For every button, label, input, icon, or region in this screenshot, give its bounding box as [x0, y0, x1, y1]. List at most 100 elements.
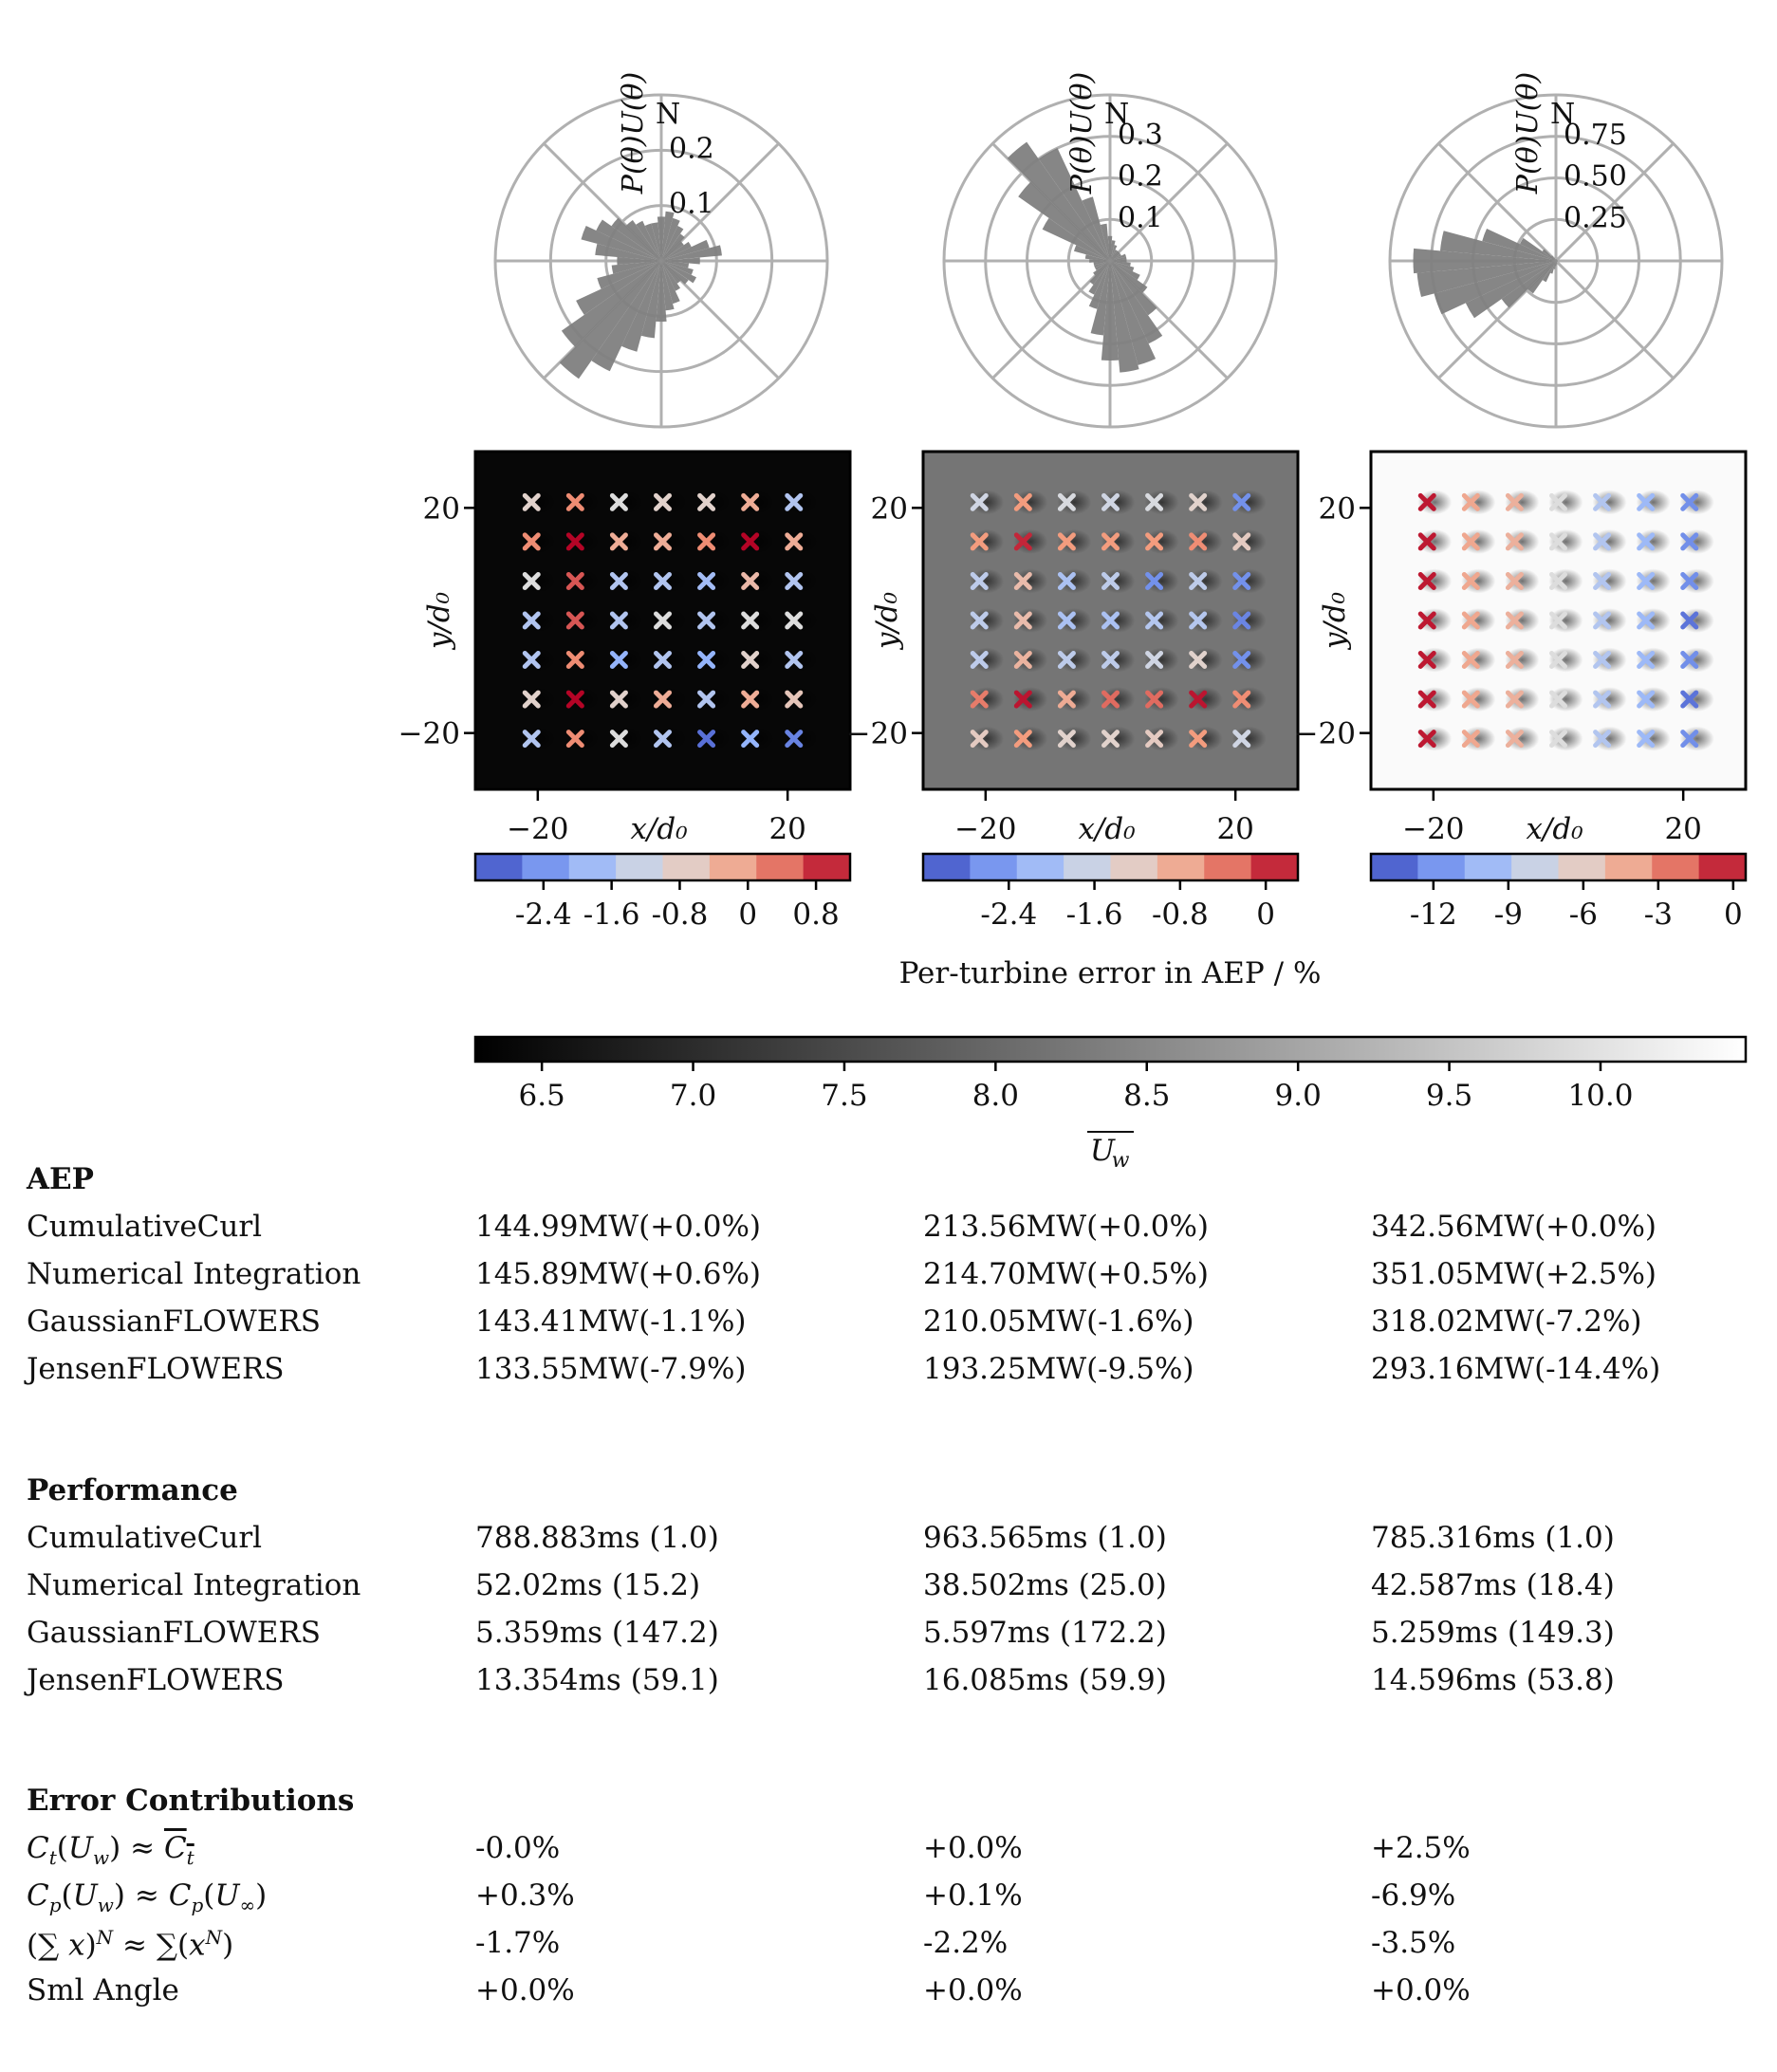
turbine-marker-stroke — [1461, 532, 1480, 551]
colorbar-tick-label: 0 — [1724, 897, 1743, 932]
x-axis-label: x/d₀ — [1078, 812, 1136, 846]
y-tick-label: 20 — [1319, 491, 1356, 526]
turbine-marker — [1637, 730, 1656, 749]
wind-rose-bar — [1073, 245, 1110, 261]
turbine-marker — [1637, 532, 1656, 551]
turbine-marker-stroke — [1101, 492, 1120, 511]
turbine-marker-stroke — [1189, 690, 1208, 709]
wake-shadow — [1101, 528, 1136, 554]
turbine-marker — [609, 532, 628, 551]
turbine-marker — [1145, 571, 1164, 590]
turbine-marker — [1101, 611, 1120, 630]
flow-map-layer: −20 20 20 −20 x/d₀ y/d₀ -2.4 -1.6 -0.8 0 0.8 −20 20 2… — [398, 450, 1748, 932]
turbine-marker — [1013, 651, 1032, 670]
turbine-marker — [1232, 690, 1251, 709]
polar-radial-label: P(θ)U(θ) — [1065, 72, 1099, 194]
wake-shadow — [970, 608, 1005, 633]
colorbar-tick-label: 0 — [1256, 897, 1275, 932]
map-frame — [473, 450, 852, 791]
turbine-marker — [1505, 571, 1524, 590]
wind-rose-bar — [1110, 261, 1131, 267]
turbine-marker-stroke — [565, 651, 584, 670]
turbine-marker-stroke — [1461, 730, 1480, 749]
turbine-marker-stroke — [741, 492, 760, 511]
turbine-marker-stroke — [1417, 690, 1436, 709]
wake-shadow — [1057, 490, 1092, 515]
turbine-marker — [565, 492, 584, 511]
turbine-marker — [1101, 532, 1120, 551]
wake-shadow — [1592, 528, 1627, 554]
wake-shadow — [1188, 608, 1223, 633]
turbine-marker — [1232, 492, 1251, 511]
wind-rose-bar — [1110, 261, 1157, 365]
turbine-marker — [609, 571, 628, 590]
wind-rose-bar — [1556, 261, 1558, 263]
turbine-marker-stroke — [697, 492, 716, 511]
turbine-marker-stroke — [1189, 730, 1208, 749]
wake-shadow — [1636, 528, 1671, 554]
turbine-marker — [1101, 492, 1120, 511]
turbine-marker — [654, 611, 672, 630]
turbine-marker — [1593, 730, 1612, 749]
wind-rose-bar — [1556, 261, 1558, 263]
wind-rose-bar — [661, 261, 681, 284]
wake-shadow — [1101, 568, 1136, 594]
turbine-marker-stroke — [1461, 492, 1480, 511]
turbine-marker-stroke — [1593, 571, 1612, 590]
turbine-marker — [1013, 690, 1032, 709]
turbine-marker — [654, 730, 672, 749]
north-label: N — [656, 98, 680, 131]
turbine-marker — [697, 492, 716, 511]
turbine-marker — [1680, 730, 1699, 749]
x-tick-label: −20 — [954, 812, 1016, 846]
turbine-marker — [565, 651, 584, 670]
turbine-marker — [1680, 651, 1699, 670]
colorbar-frame — [473, 852, 852, 882]
turbine-marker-stroke — [654, 690, 672, 709]
turbine-marker-stroke — [1057, 730, 1076, 749]
error-colorbar-1: -2.4 -1.6 -0.8 0 0.8 — [473, 852, 852, 932]
turbine-marker — [1461, 571, 1480, 590]
turbine-marker — [1549, 651, 1567, 670]
turbine-marker-stroke — [1101, 651, 1120, 670]
turbine-marker — [741, 492, 760, 511]
turbine-marker — [1189, 651, 1208, 670]
speed-tick-label: 7.5 — [821, 1079, 867, 1113]
wake-shadow — [1188, 568, 1223, 594]
colorbar-frame — [921, 852, 1300, 882]
turbine-marker — [697, 651, 716, 670]
wake-shadow — [1231, 608, 1267, 633]
wake-shadow — [1231, 726, 1267, 751]
turbine-marker-stroke — [522, 690, 541, 709]
wind-rose-bar — [1556, 261, 1558, 265]
turbine-marker-stroke — [785, 492, 804, 511]
turbine-marker — [1101, 571, 1120, 590]
wind-rose-bar — [1556, 259, 1558, 261]
turbine-marker — [1417, 492, 1436, 511]
turbine-marker — [1232, 730, 1251, 749]
wake-shadow — [740, 608, 775, 633]
turbine-marker-stroke — [741, 611, 760, 630]
wake-shadow — [970, 568, 1005, 594]
turbine-marker — [609, 611, 628, 630]
colorbar-bin — [1371, 854, 1418, 880]
wake-shadow — [1636, 687, 1671, 712]
wind-rose-bar — [1082, 196, 1110, 261]
wind-rose-bar — [1501, 261, 1556, 308]
wind-rose-bar — [559, 261, 661, 379]
turbine-marker-stroke — [1680, 532, 1699, 551]
wind-rose-bar — [1110, 261, 1140, 281]
turbine-marker-stroke — [785, 651, 804, 670]
wind-rose-bar — [1416, 261, 1556, 298]
turbine-marker — [522, 690, 541, 709]
wind-rose-bar — [1556, 259, 1557, 261]
wake-shadow — [1144, 726, 1179, 751]
speed-colorbar — [473, 1035, 1748, 1064]
wind-rose-bar — [1110, 261, 1135, 272]
turbine-marker-stroke — [1637, 571, 1656, 590]
turbine-marker-stroke — [1145, 611, 1164, 630]
colorbar-bin — [1558, 854, 1606, 880]
wake-shadow — [784, 528, 819, 554]
wake-shadow — [784, 490, 819, 515]
wake-shadow — [609, 726, 644, 751]
